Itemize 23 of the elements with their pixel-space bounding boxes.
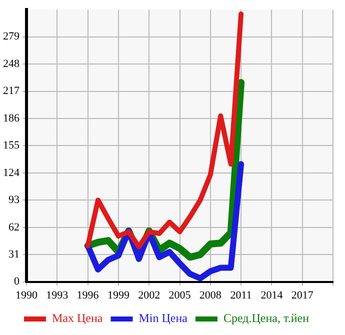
y-tick-label: 217	[3, 85, 20, 98]
y-tick-label: 0	[14, 276, 20, 288]
x-tick-label: 1993	[46, 289, 69, 302]
y-tick-label: 186	[3, 112, 20, 124]
x-tick-label: 1996	[76, 289, 100, 302]
x-tick-label: 2005	[168, 289, 192, 302]
y-tick-label: 279	[3, 30, 20, 43]
x-tick-label: 2011	[230, 289, 252, 302]
x-tick-label: 1999	[107, 289, 130, 302]
x-tick-label: 2014	[260, 289, 284, 302]
legend-label: Max Цена	[52, 311, 104, 326]
y-tick-label: 155	[3, 140, 20, 152]
x-tick-label: 2017	[291, 289, 314, 302]
y-tick-label: 31	[8, 248, 20, 260]
y-tick-label: 248	[3, 58, 20, 70]
legend-label: Сред.Цена, т.йен	[223, 311, 310, 326]
y-tick-label: 124	[3, 166, 20, 179]
y-tick-label: 93	[8, 194, 20, 206]
x-tick-label: 2008	[199, 289, 222, 302]
x-tick-label: 1990	[16, 289, 38, 302]
y-tick-label: 62	[8, 221, 20, 234]
x-tick-label: 2002	[138, 289, 160, 302]
legend-label: Min Цена	[138, 311, 188, 326]
